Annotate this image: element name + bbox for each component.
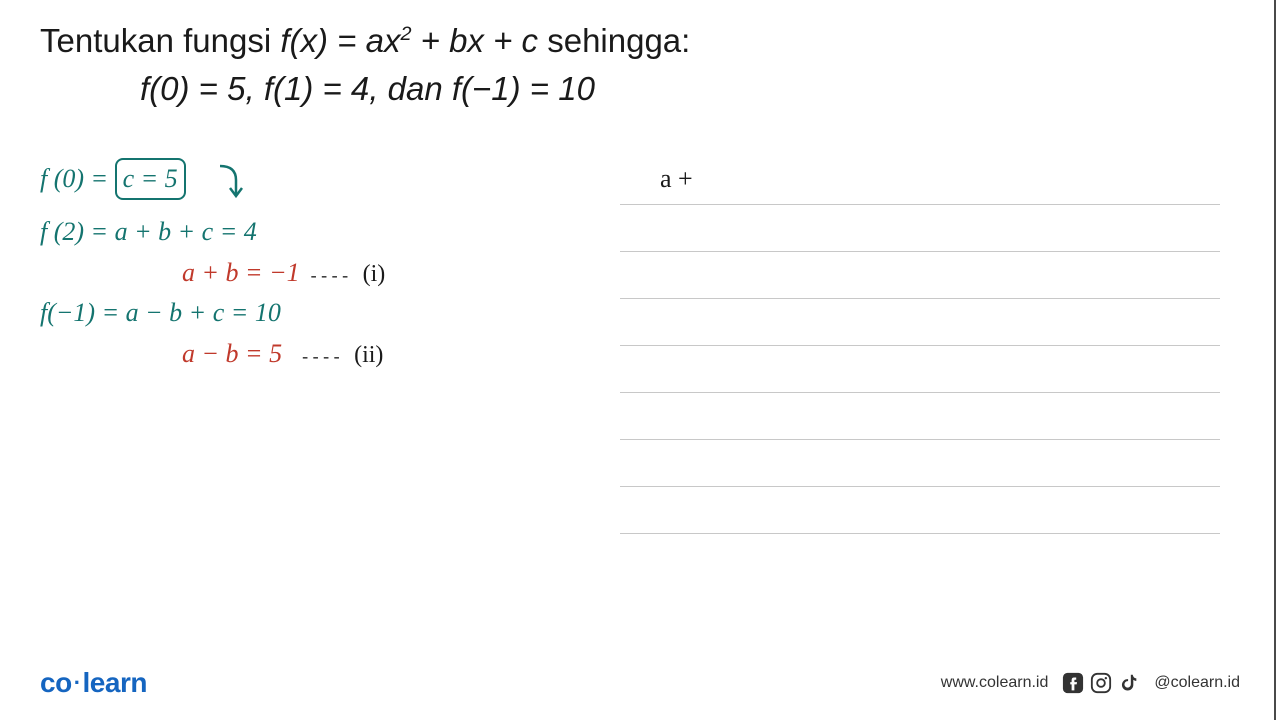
row2-lhs: f (2) =: [40, 217, 115, 246]
logo-dot: ·: [72, 670, 83, 695]
row5-dots: - - - -: [289, 346, 340, 366]
cond-c: f(−1) = 10: [452, 70, 595, 107]
ruled-line: [620, 252, 1220, 299]
right-column: a +: [620, 158, 1240, 376]
ruled-line: [620, 393, 1220, 440]
frame-right-border: [1274, 0, 1276, 720]
footer: co·learn www.colearn.id @colearn.id: [0, 666, 1280, 700]
facebook-icon: [1062, 672, 1084, 694]
work-row-1: f (0) = c = 5: [40, 158, 600, 200]
row3-dots: - - - -: [306, 265, 348, 285]
tiktok-icon: [1118, 672, 1140, 694]
problem-text-pre: Tentukan fungsi: [40, 22, 280, 59]
ruled-line: [620, 346, 1220, 393]
footer-handle: @colearn.id: [1154, 674, 1240, 692]
work-row-5: a − b = 5 - - - - (ii): [40, 336, 600, 373]
cond-a: f(0) = 5,: [140, 70, 264, 107]
problem-sup: 2: [400, 23, 411, 45]
ruled-line: [620, 299, 1220, 346]
work-row-4: f(−1) = a − b + c = 10: [40, 295, 600, 331]
logo-part-b: learn: [83, 667, 147, 698]
logo: co·learn: [40, 667, 147, 699]
row5-eq: a − b = 5: [182, 339, 282, 368]
footer-right: www.colearn.id @colearn.id: [941, 672, 1240, 694]
row1-box: c = 5: [115, 158, 186, 200]
social-icons: [1062, 672, 1140, 694]
row3-eq: a + b = −1: [182, 258, 300, 287]
bracket-arrow-icon: [218, 160, 248, 202]
work-row-3: a + b = −1 - - - - (i): [40, 255, 600, 292]
content-area: Tentukan fungsi f(x) = ax2 + bx + c sehi…: [0, 0, 1280, 376]
problem-post: + bx + c: [411, 22, 538, 59]
ruled-line: [620, 158, 1220, 205]
ruled-line: [620, 440, 1220, 487]
instagram-icon: [1090, 672, 1112, 694]
logo-part-a: co: [40, 667, 72, 698]
ruled-line: [620, 205, 1220, 252]
cond-b: f(1) = 4, dan: [264, 70, 452, 107]
hand-note: a +: [660, 164, 693, 194]
problem-end: sehingga:: [538, 22, 690, 59]
row2-rhs: a + b + c = 4: [115, 217, 257, 246]
footer-url: www.colearn.id: [941, 674, 1049, 692]
problem-line-2: f(0) = 5, f(1) = 4, dan f(−1) = 10: [40, 70, 1240, 108]
problem-fx: f(x) = ax: [280, 22, 400, 59]
row4-lhs: f(−1) =: [40, 298, 126, 327]
row1-lhs: f (0) =: [40, 164, 108, 193]
ruled-line: [620, 487, 1220, 534]
row3-label: (i): [363, 258, 386, 292]
work-area: f (0) = c = 5 f (2) = a + b + c = 4 a + …: [40, 158, 1240, 376]
ruled-lines: [620, 158, 1220, 534]
left-column: f (0) = c = 5 f (2) = a + b + c = 4 a + …: [40, 158, 600, 376]
problem-line-1: Tentukan fungsi f(x) = ax2 + bx + c sehi…: [40, 22, 1240, 60]
row4-rhs: a − b + c = 10: [126, 298, 281, 327]
row5-label: (ii): [354, 339, 383, 373]
work-row-2: f (2) = a + b + c = 4: [40, 214, 600, 250]
